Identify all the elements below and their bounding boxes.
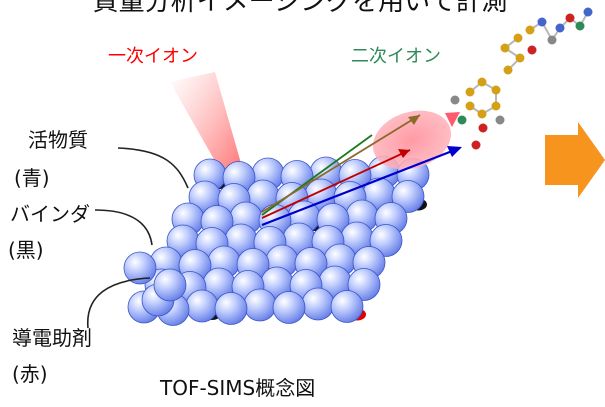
molecule-atom (465, 101, 475, 111)
top-cropped-text: 質量分析イメージングを用いて計測 (93, 0, 508, 17)
conductive-agent-label: 導電助剤 (12, 326, 92, 350)
diagram-caption: TOF-SIMS概念図 (160, 376, 316, 400)
secondary-ion-label: 二次イオン (351, 46, 441, 67)
active-material-sphere (214, 292, 248, 325)
molecule-atom (503, 65, 513, 75)
molecule-atom (457, 115, 467, 125)
molecule-atom (555, 23, 565, 33)
active-material-sphere (330, 290, 364, 323)
trajectory-brown (261, 114, 421, 213)
pointer-active-material (117, 147, 189, 189)
active-material-sphere (369, 224, 403, 257)
secondary-ion-plume (372, 110, 452, 170)
active-material-sphere (243, 288, 277, 322)
molecule-atom (525, 25, 535, 35)
molecule-atom (515, 53, 525, 63)
trajectory-brown-head (408, 115, 420, 125)
active-material-sphere (123, 251, 157, 285)
active-material-sphere (153, 268, 187, 302)
molecule-atom (495, 115, 505, 125)
molecule-atom (478, 123, 488, 133)
molecule-atom (477, 109, 487, 119)
active-material-color-note: (青) (14, 166, 50, 190)
molecule-atom (575, 21, 585, 31)
molecule-atom (513, 33, 523, 43)
trajectory-blue (261, 146, 461, 227)
active-material-sphere (391, 180, 425, 213)
molecule-atom (491, 85, 501, 95)
conductive-agent-color-note: (赤) (12, 362, 48, 386)
plume-red-arrowhead (445, 112, 460, 127)
molecule-atom (450, 95, 460, 105)
molecule-atom (471, 140, 481, 150)
molecule-atom (500, 43, 510, 53)
next-step-arrow (545, 122, 605, 198)
pointer-conductive-agent (87, 277, 151, 329)
binder-label: バインダ (10, 202, 90, 226)
particle-layer (123, 155, 430, 326)
molecule-atom (477, 77, 487, 87)
molecule-atom (583, 7, 593, 17)
primary-ion-label: 一次イオン (108, 46, 198, 67)
molecule-illustration (450, 7, 593, 150)
molecule-atom (537, 17, 547, 27)
active-material-label: 活物質 (28, 128, 88, 152)
pointer-binder (94, 209, 153, 246)
active-material-sphere (185, 289, 219, 323)
active-material-sphere (301, 287, 335, 321)
molecule-atom (491, 101, 501, 111)
molecule-atom (565, 13, 575, 23)
molecule-atom (527, 45, 537, 55)
active-material-sphere (272, 291, 306, 324)
binder-color-note: (黒) (8, 238, 44, 262)
active-material-sphere (347, 268, 381, 301)
molecule-atom (547, 35, 557, 45)
molecule-atom (465, 87, 475, 97)
trajectory-red-head (398, 149, 410, 158)
trajectory-red (261, 149, 411, 219)
trajectory-blue-head (447, 146, 462, 157)
